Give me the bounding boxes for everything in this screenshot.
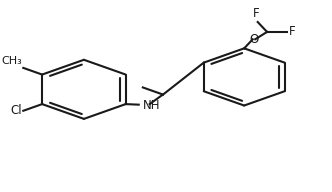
Text: F: F (253, 7, 260, 20)
Text: F: F (289, 25, 296, 38)
Text: CH₃: CH₃ (1, 56, 22, 66)
Text: Cl: Cl (10, 104, 22, 117)
Text: O: O (249, 33, 258, 46)
Text: NH: NH (143, 98, 160, 112)
